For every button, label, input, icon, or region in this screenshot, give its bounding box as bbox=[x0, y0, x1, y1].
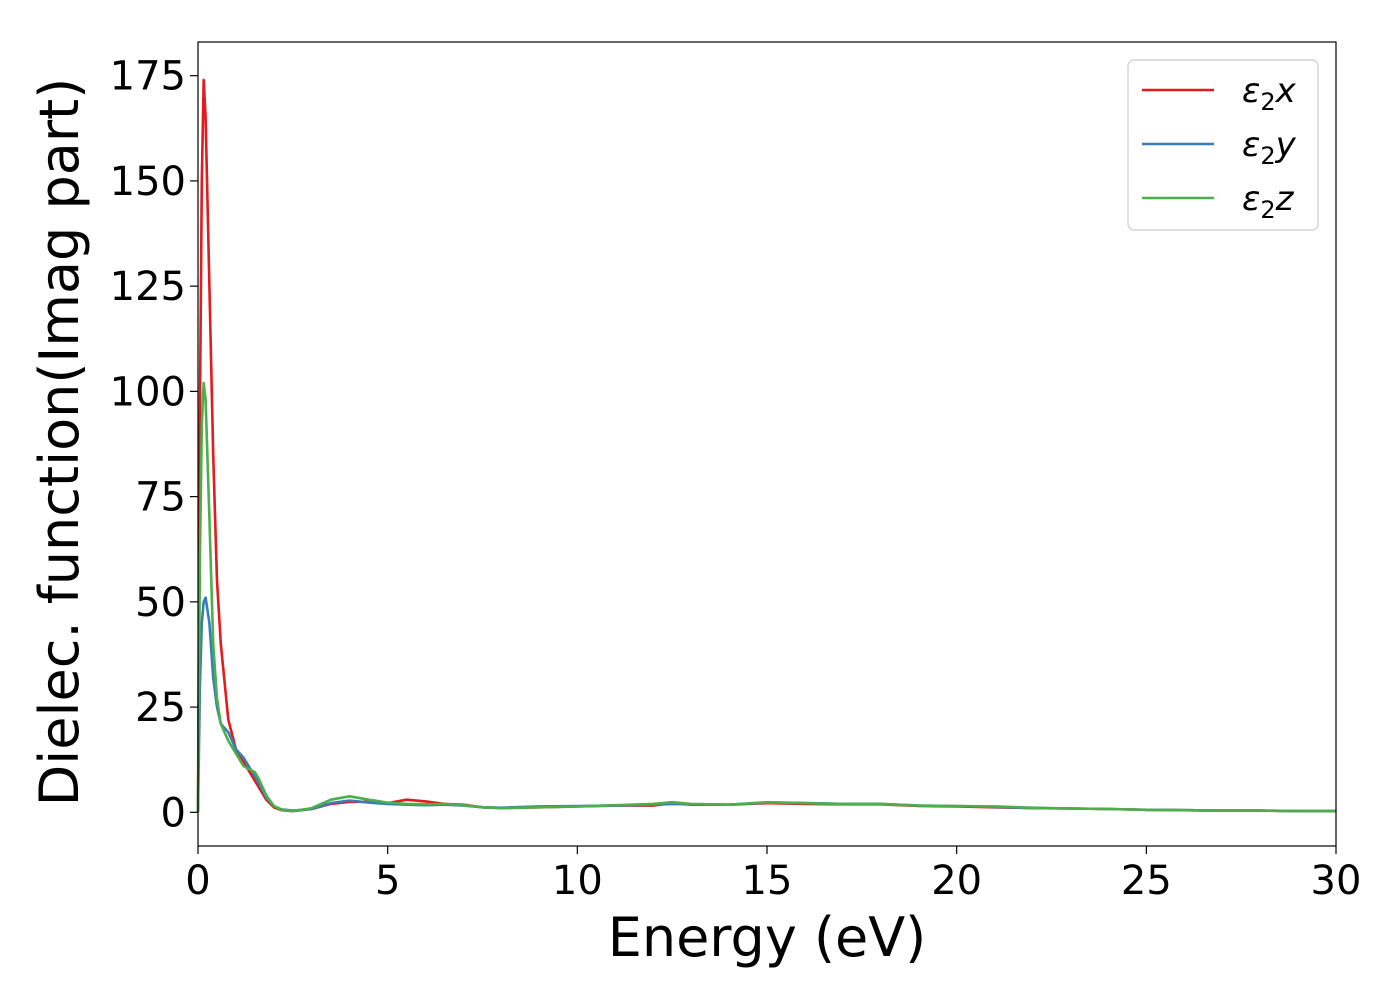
legend-label-y: ε2y bbox=[1242, 125, 1297, 170]
legend-label-x: ε2x bbox=[1242, 71, 1297, 116]
y-axis-label: Dielec. function(Imag part) bbox=[28, 78, 91, 807]
x-tick-label: 20 bbox=[931, 858, 982, 904]
legend-label-z: ε2z bbox=[1242, 179, 1295, 224]
legend-box bbox=[1127, 59, 1319, 231]
legend: ε2x ε2y ε2z bbox=[1127, 59, 1319, 231]
plot-lines bbox=[196, 78, 1336, 813]
x-tick-label: 5 bbox=[375, 858, 400, 904]
x-tick-label: 10 bbox=[552, 858, 603, 904]
y-tick-label: 175 bbox=[110, 54, 186, 100]
y-tick-label: 150 bbox=[110, 159, 186, 205]
y-tick-label: 50 bbox=[135, 580, 186, 626]
x-axis-ticks: 0 5 10 15 20 25 30 bbox=[185, 846, 1361, 904]
series-line-z bbox=[196, 381, 1336, 813]
x-tick-label: 30 bbox=[1311, 858, 1362, 904]
x-tick-label: 15 bbox=[742, 858, 793, 904]
y-tick-label: 0 bbox=[161, 790, 186, 836]
y-tick-label: 125 bbox=[110, 264, 186, 310]
y-tick-label: 25 bbox=[135, 685, 186, 731]
x-tick-label: 25 bbox=[1121, 858, 1172, 904]
x-axis-label: Energy (eV) bbox=[608, 906, 927, 969]
x-tick-label: 0 bbox=[185, 858, 210, 904]
y-tick-label: 100 bbox=[110, 369, 186, 415]
y-axis-ticks: 0 25 50 75 100 125 150 175 bbox=[110, 54, 198, 836]
y-tick-label: 75 bbox=[135, 475, 186, 521]
series-line-y bbox=[196, 596, 1336, 813]
